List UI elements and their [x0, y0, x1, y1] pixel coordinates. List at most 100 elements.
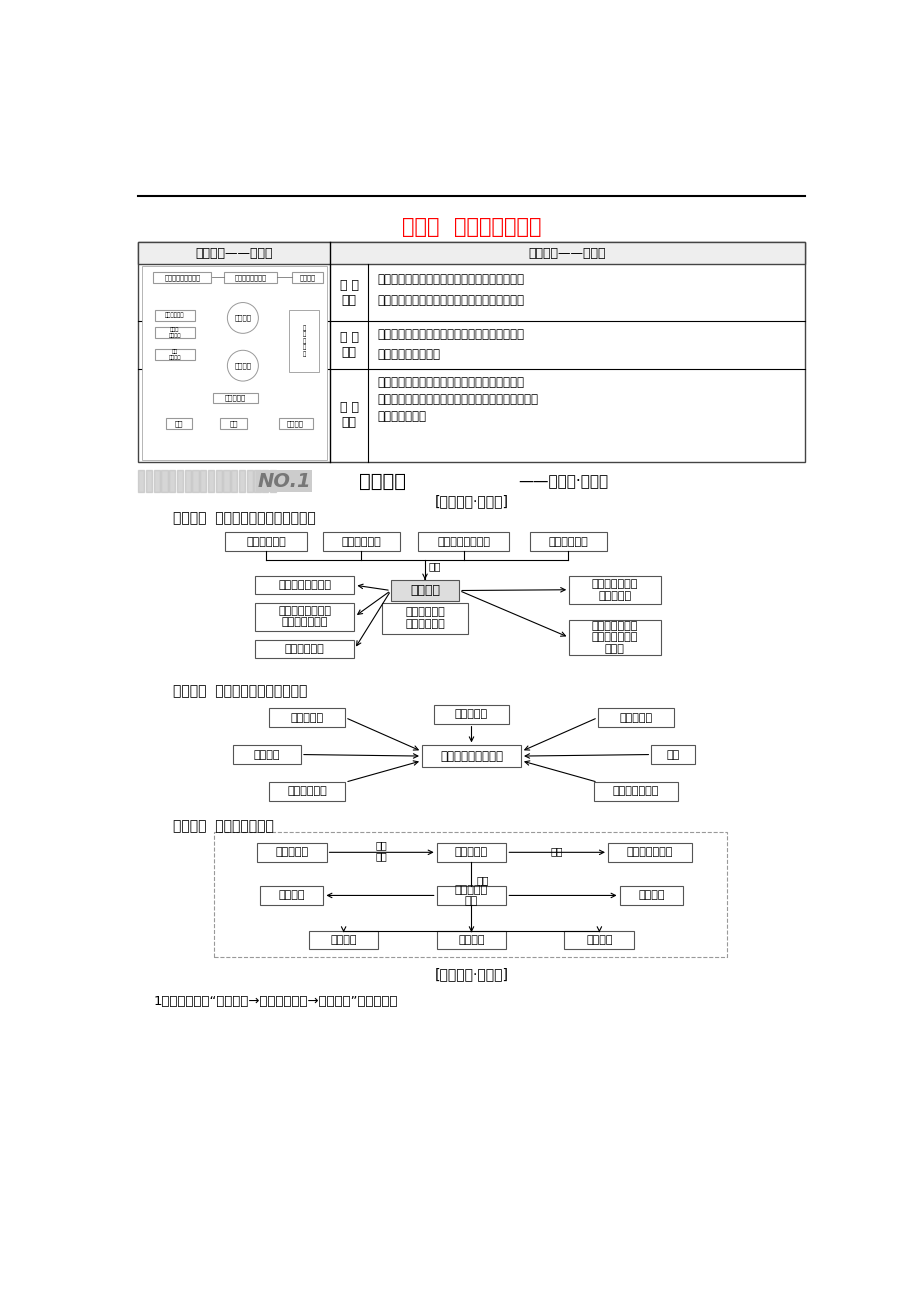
- FancyBboxPatch shape: [437, 931, 505, 949]
- FancyBboxPatch shape: [417, 533, 509, 551]
- FancyBboxPatch shape: [618, 887, 682, 905]
- Text: 通过分析人口增长对生态环境的影响及生物多样: 通过分析人口增长对生态环境的影响及生物多样: [377, 273, 524, 286]
- Text: 海洋污染: 海洋污染: [254, 750, 280, 759]
- Text: 通过分析生物多样性形成的原因，培养运用逻辑: 通过分析生物多样性形成的原因，培养运用逻辑: [377, 328, 524, 341]
- FancyBboxPatch shape: [154, 327, 195, 339]
- Text: 物种多样性: 物种多样性: [454, 848, 488, 857]
- Text: 层次: 层次: [175, 421, 184, 427]
- FancyBboxPatch shape: [437, 844, 505, 862]
- FancyBboxPatch shape: [422, 745, 520, 767]
- FancyBboxPatch shape: [391, 579, 459, 602]
- FancyBboxPatch shape: [289, 310, 319, 372]
- Text: 第三讲  生态环境的保护: 第三讲 生态环境的保护: [402, 217, 540, 237]
- Text: 治理措施: 治理措施: [299, 275, 315, 281]
- FancyBboxPatch shape: [212, 393, 257, 404]
- FancyBboxPatch shape: [255, 575, 354, 595]
- FancyBboxPatch shape: [437, 887, 505, 905]
- Text: 酸雨: 酸雨: [665, 750, 679, 759]
- Text: 本质
决定: 本质 决定: [375, 840, 387, 862]
- Text: 思维分析问题的能力: 思维分析问题的能力: [377, 349, 439, 362]
- Text: [基本技能·问题化]: [基本技能·问题化]: [434, 967, 508, 980]
- Text: 社 会
责任: 社 会 责任: [339, 401, 358, 430]
- Text: 监控、治理江河湖
泊及海域的污染: 监控、治理江河湖 泊及海域的污染: [278, 605, 331, 628]
- Text: 粮食需求增加: 粮食需求增加: [341, 536, 380, 547]
- FancyBboxPatch shape: [214, 832, 726, 957]
- FancyBboxPatch shape: [154, 349, 195, 359]
- Text: 理 性
思维: 理 性 思维: [339, 331, 358, 359]
- FancyBboxPatch shape: [256, 844, 326, 862]
- Text: 生态环境: 生态环境: [234, 362, 251, 368]
- Text: 土地荒漠化: 土地荒漠化: [618, 712, 652, 723]
- Text: 双基落实: 双基落实: [358, 471, 405, 491]
- Text: 直接价值: 直接价值: [330, 935, 357, 945]
- FancyBboxPatch shape: [166, 418, 192, 428]
- FancyBboxPatch shape: [153, 272, 211, 284]
- FancyBboxPatch shape: [255, 639, 354, 659]
- FancyBboxPatch shape: [569, 620, 660, 655]
- FancyBboxPatch shape: [278, 418, 312, 428]
- Text: 协调人口与环
境关系的措施: 协调人口与环 境关系的措施: [404, 608, 445, 629]
- FancyBboxPatch shape: [309, 931, 378, 949]
- Text: 生物多样性: 生物多样性: [224, 395, 245, 401]
- FancyBboxPatch shape: [597, 708, 673, 727]
- Text: 导致: 导致: [427, 561, 440, 572]
- Text: 继续控制人口增长: 继续控制人口增长: [278, 581, 331, 590]
- FancyBboxPatch shape: [255, 603, 354, 630]
- Text: 就地保护: 就地保护: [278, 891, 304, 901]
- FancyBboxPatch shape: [564, 931, 633, 949]
- Text: 全球气候变化: 全球气候变化: [287, 786, 327, 797]
- Text: 生物多样性
价值: 生物多样性 价值: [454, 884, 488, 906]
- Text: 知识点一  人口增长对生态环境的影响: 知识点一 人口增长对生态环境的影响: [173, 512, 315, 525]
- FancyBboxPatch shape: [291, 272, 323, 284]
- FancyBboxPatch shape: [569, 575, 660, 604]
- Circle shape: [227, 302, 258, 333]
- FancyBboxPatch shape: [269, 708, 345, 727]
- FancyBboxPatch shape: [154, 310, 195, 322]
- FancyBboxPatch shape: [233, 745, 301, 764]
- Text: 生态系统多样性: 生态系统多样性: [626, 848, 672, 857]
- Text: 自然资源大量消耗: 自然资源大量消耗: [437, 536, 490, 547]
- Text: 保护措施: 保护措施: [287, 421, 304, 427]
- Text: 对生态环境的影响: 对生态环境的影响: [234, 275, 267, 281]
- FancyBboxPatch shape: [651, 745, 694, 764]
- Text: 水资源短缺: 水资源短缺: [290, 712, 323, 723]
- Text: NO.1: NO.1: [256, 471, 311, 491]
- Text: 通过分析全球性生态环境问题及外来物种入侵的: 通过分析全球性生态环境问题及外来物种入侵的: [377, 376, 524, 389]
- Text: ——系统化·问题化: ——系统化·问题化: [517, 474, 607, 488]
- Circle shape: [227, 350, 258, 381]
- Text: 价值: 价值: [229, 421, 238, 427]
- Text: 全环境生问态: 全环境生问态: [165, 312, 184, 319]
- FancyBboxPatch shape: [142, 266, 326, 461]
- Text: 推进生态农业: 推进生态农业: [285, 644, 324, 654]
- Text: 不合理
开发利用: 不合理 开发利用: [168, 327, 181, 339]
- Text: 人口增长: 人口增长: [234, 315, 251, 322]
- Text: 核心素养——定能力: 核心素养——定能力: [528, 247, 606, 260]
- FancyBboxPatch shape: [381, 603, 468, 634]
- FancyBboxPatch shape: [607, 844, 691, 862]
- FancyBboxPatch shape: [323, 533, 400, 551]
- Text: 人口增长: 人口增长: [410, 585, 439, 598]
- Text: 性的价值和保护，建立生物与环境相统一的观点: 性的价值和保护，建立生物与环境相统一的观点: [377, 294, 524, 307]
- FancyBboxPatch shape: [224, 272, 277, 284]
- Text: 1．据梅托斯的“人口膨胀→自然资源耗竭→环境污染”模型图分析: 1．据梅托斯的“人口膨胀→自然资源耗竭→环境污染”模型图分析: [153, 995, 398, 1008]
- Text: 全球性生态环境问题: 全球性生态环境问题: [439, 750, 503, 763]
- FancyBboxPatch shape: [138, 242, 804, 462]
- Text: 易地保护: 易地保护: [638, 891, 664, 901]
- FancyBboxPatch shape: [529, 533, 607, 551]
- Text: 知识点二  关注全球性生态环境问题: 知识点二 关注全球性生态环境问题: [173, 685, 307, 698]
- Text: [基础知识·系统化]: [基础知识·系统化]: [434, 495, 508, 508]
- FancyBboxPatch shape: [269, 783, 345, 801]
- Text: 环境污染加剧: 环境污染加剧: [548, 536, 587, 547]
- FancyBboxPatch shape: [225, 533, 306, 551]
- FancyBboxPatch shape: [138, 242, 804, 264]
- Text: 知识体系——定内容: 知识体系——定内容: [196, 247, 273, 260]
- Text: 加强生物多样性
保护和自然保护
区建设: 加强生物多样性 保护和自然保护 区建设: [591, 621, 638, 654]
- Text: 生物多样性锐减: 生物多样性锐减: [612, 786, 658, 797]
- Text: 层次: 层次: [476, 875, 489, 885]
- FancyBboxPatch shape: [433, 706, 509, 724]
- Text: 臭氧层破坏: 臭氧层破坏: [454, 710, 488, 720]
- FancyBboxPatch shape: [260, 887, 323, 905]
- Text: 潜在价值: 潜在价值: [585, 935, 612, 945]
- Text: 间接价值: 间接价值: [458, 935, 484, 945]
- FancyBboxPatch shape: [221, 418, 246, 428]
